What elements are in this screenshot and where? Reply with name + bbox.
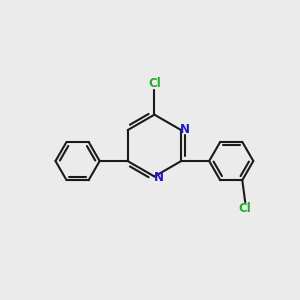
Text: Cl: Cl [148, 77, 161, 90]
Text: N: N [180, 123, 190, 136]
Text: Cl: Cl [239, 202, 252, 215]
Text: N: N [154, 171, 164, 184]
